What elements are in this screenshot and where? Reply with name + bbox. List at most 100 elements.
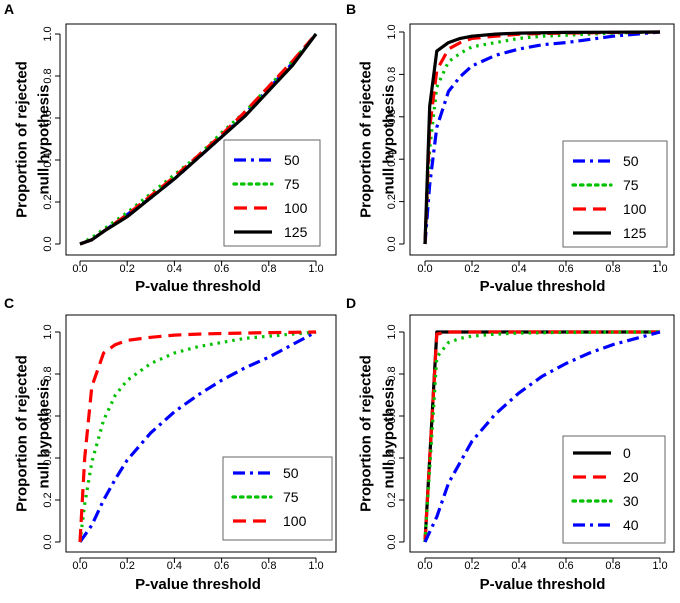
legend-label-50: 50 <box>623 153 639 169</box>
plot-frame <box>65 314 337 553</box>
x-tick-label: 0.0 <box>417 263 432 275</box>
y-tick-label: 1.0 <box>386 324 398 339</box>
legend-label-30: 30 <box>623 493 639 509</box>
panel-letter: D <box>346 295 356 311</box>
x-tick-label: 0.6 <box>214 560 229 572</box>
series-line-125 <box>79 33 318 246</box>
y-tick-label: 0.0 <box>42 534 54 549</box>
series-line-125 <box>423 30 661 245</box>
x-tick-label: 0.2 <box>120 263 135 275</box>
series-line-75 <box>423 30 661 245</box>
y-tick-label: 0.0 <box>42 236 54 251</box>
y-tick-label: 0.2 <box>386 492 398 507</box>
chart-panel-c: C 0.0 0.2 0.4 0.6 0.8 1.0 0.0 0.2 0.4 0.6 0.8 1.0 P-v… <box>4 295 337 593</box>
x-tick-label: 0.0 <box>72 560 87 572</box>
y-axis-title-line: Proportion of rejected <box>358 61 375 218</box>
legend-label-20: 20 <box>623 469 639 485</box>
x-tick-label: 1.0 <box>308 560 323 572</box>
x-tick-label: 0.8 <box>605 263 620 275</box>
legend: 50 75 100 125 <box>562 140 668 248</box>
y-tick-label: 0.6 <box>386 408 398 423</box>
x-tick-label: 0.4 <box>167 263 182 275</box>
legend-label-75: 75 <box>284 176 300 192</box>
panel-letter: C <box>4 295 14 311</box>
x-tick-label: 0.4 <box>167 560 182 572</box>
series-line-40 <box>423 330 661 543</box>
chart-panel-b: B 0.0 0.2 0.4 0.6 0.8 1.0 0.0 0.2 0.4 0.6 0.8 1.0 P-v… <box>346 1 675 295</box>
y-axis-title-line: null hypothesis <box>381 84 398 194</box>
y-tick-label: 0.2 <box>386 194 398 209</box>
x-tick-label: 0.2 <box>464 263 479 275</box>
y-axis-title-line: null hypothesis <box>381 378 398 488</box>
legend-label-40: 40 <box>623 517 639 533</box>
x-tick-label: 0.2 <box>120 560 135 572</box>
legend-label-100: 100 <box>284 200 308 216</box>
legend-label-50: 50 <box>284 152 300 168</box>
legend-label-50: 50 <box>283 465 299 481</box>
x-axis-title: P-value threshold <box>480 576 606 593</box>
y-tick-label: 0.2 <box>42 492 54 507</box>
legend-label-75: 75 <box>623 177 639 193</box>
y-tick-label: 0.0 <box>386 534 398 549</box>
y-tick-label: 0.6 <box>42 110 54 125</box>
x-tick-label: 0.0 <box>72 263 87 275</box>
y-tick-label: 0.6 <box>386 109 398 124</box>
legend-label-100: 100 <box>283 513 307 529</box>
legend-label-75: 75 <box>283 489 299 505</box>
y-tick-label: 0.8 <box>42 366 54 381</box>
y-tick-label: 0.4 <box>42 152 54 167</box>
y-tick-label: 0.6 <box>42 408 54 423</box>
y-tick-label: 1.0 <box>42 324 54 339</box>
y-tick-label: 0.8 <box>386 67 398 82</box>
y-tick-label: 0.0 <box>386 236 398 251</box>
x-tick-label: 1.0 <box>652 560 667 572</box>
x-tick-label: 0.6 <box>214 263 229 275</box>
x-tick-label: 0.8 <box>261 560 276 572</box>
legend: 50 75 100 125 <box>223 139 321 247</box>
x-tick-label: 0.6 <box>558 560 573 572</box>
plot-frame <box>65 23 337 256</box>
y-axis-title-line: Proportion of rejected <box>14 355 31 512</box>
plot-frame <box>409 314 675 553</box>
x-tick-label: 0.6 <box>558 263 573 275</box>
y-tick-label: 0.4 <box>386 152 398 167</box>
legend-label-0: 0 <box>623 445 631 461</box>
panel-letter: A <box>4 1 14 17</box>
x-tick-label: 0.2 <box>464 560 479 572</box>
legend-label-125: 125 <box>284 224 308 240</box>
chart-panel-d: D 0.0 0.2 0.4 0.6 0.8 1.0 0.0 0.2 0.4 0.6 0.8 1.0 P-v… <box>346 295 675 593</box>
legend-box <box>222 456 333 541</box>
y-tick-label: 0.8 <box>386 366 398 381</box>
x-tick-label: 0.8 <box>605 560 620 572</box>
plot-frame <box>409 23 675 256</box>
legend-label-100: 100 <box>623 201 647 217</box>
x-axis-title: P-value threshold <box>135 278 261 295</box>
legend-box <box>562 140 668 248</box>
series-line-20 <box>423 330 660 543</box>
y-tick-label: 1.0 <box>386 24 398 39</box>
x-tick-label: 1.0 <box>308 263 323 275</box>
legend-box <box>223 139 321 247</box>
y-axis-title-line: null hypothesis <box>36 378 53 488</box>
legend-label-125: 125 <box>623 225 647 241</box>
y-axis-title-line: null hypothesis <box>36 84 53 194</box>
series-line-50 <box>423 30 661 245</box>
y-axis-title-line: Proportion of rejected <box>14 61 31 218</box>
x-tick-label: 0.8 <box>261 263 276 275</box>
y-tick-label: 0.2 <box>42 194 54 209</box>
x-tick-label: 0.4 <box>511 263 526 275</box>
panel-letter: B <box>346 1 356 17</box>
x-tick-label: 0.0 <box>417 560 432 572</box>
y-tick-label: 0.4 <box>386 450 398 465</box>
y-tick-label: 0.8 <box>42 68 54 83</box>
legend: 50 75 100 <box>222 456 333 541</box>
x-tick-label: 0.4 <box>511 560 526 572</box>
series-line-100 <box>78 330 317 543</box>
x-tick-label: 1.0 <box>652 263 667 275</box>
y-tick-label: 0.4 <box>42 450 54 465</box>
y-axis-title-line: Proportion of rejected <box>358 355 375 512</box>
chart-panel-a: A 0.0 0.2 0.4 0.6 0.8 1.0 0.0 0.2 0.4 0.6 0.8 1.0 P-v… <box>4 1 337 295</box>
x-axis-title: P-value threshold <box>135 576 261 593</box>
x-axis-title: P-value threshold <box>480 278 606 295</box>
